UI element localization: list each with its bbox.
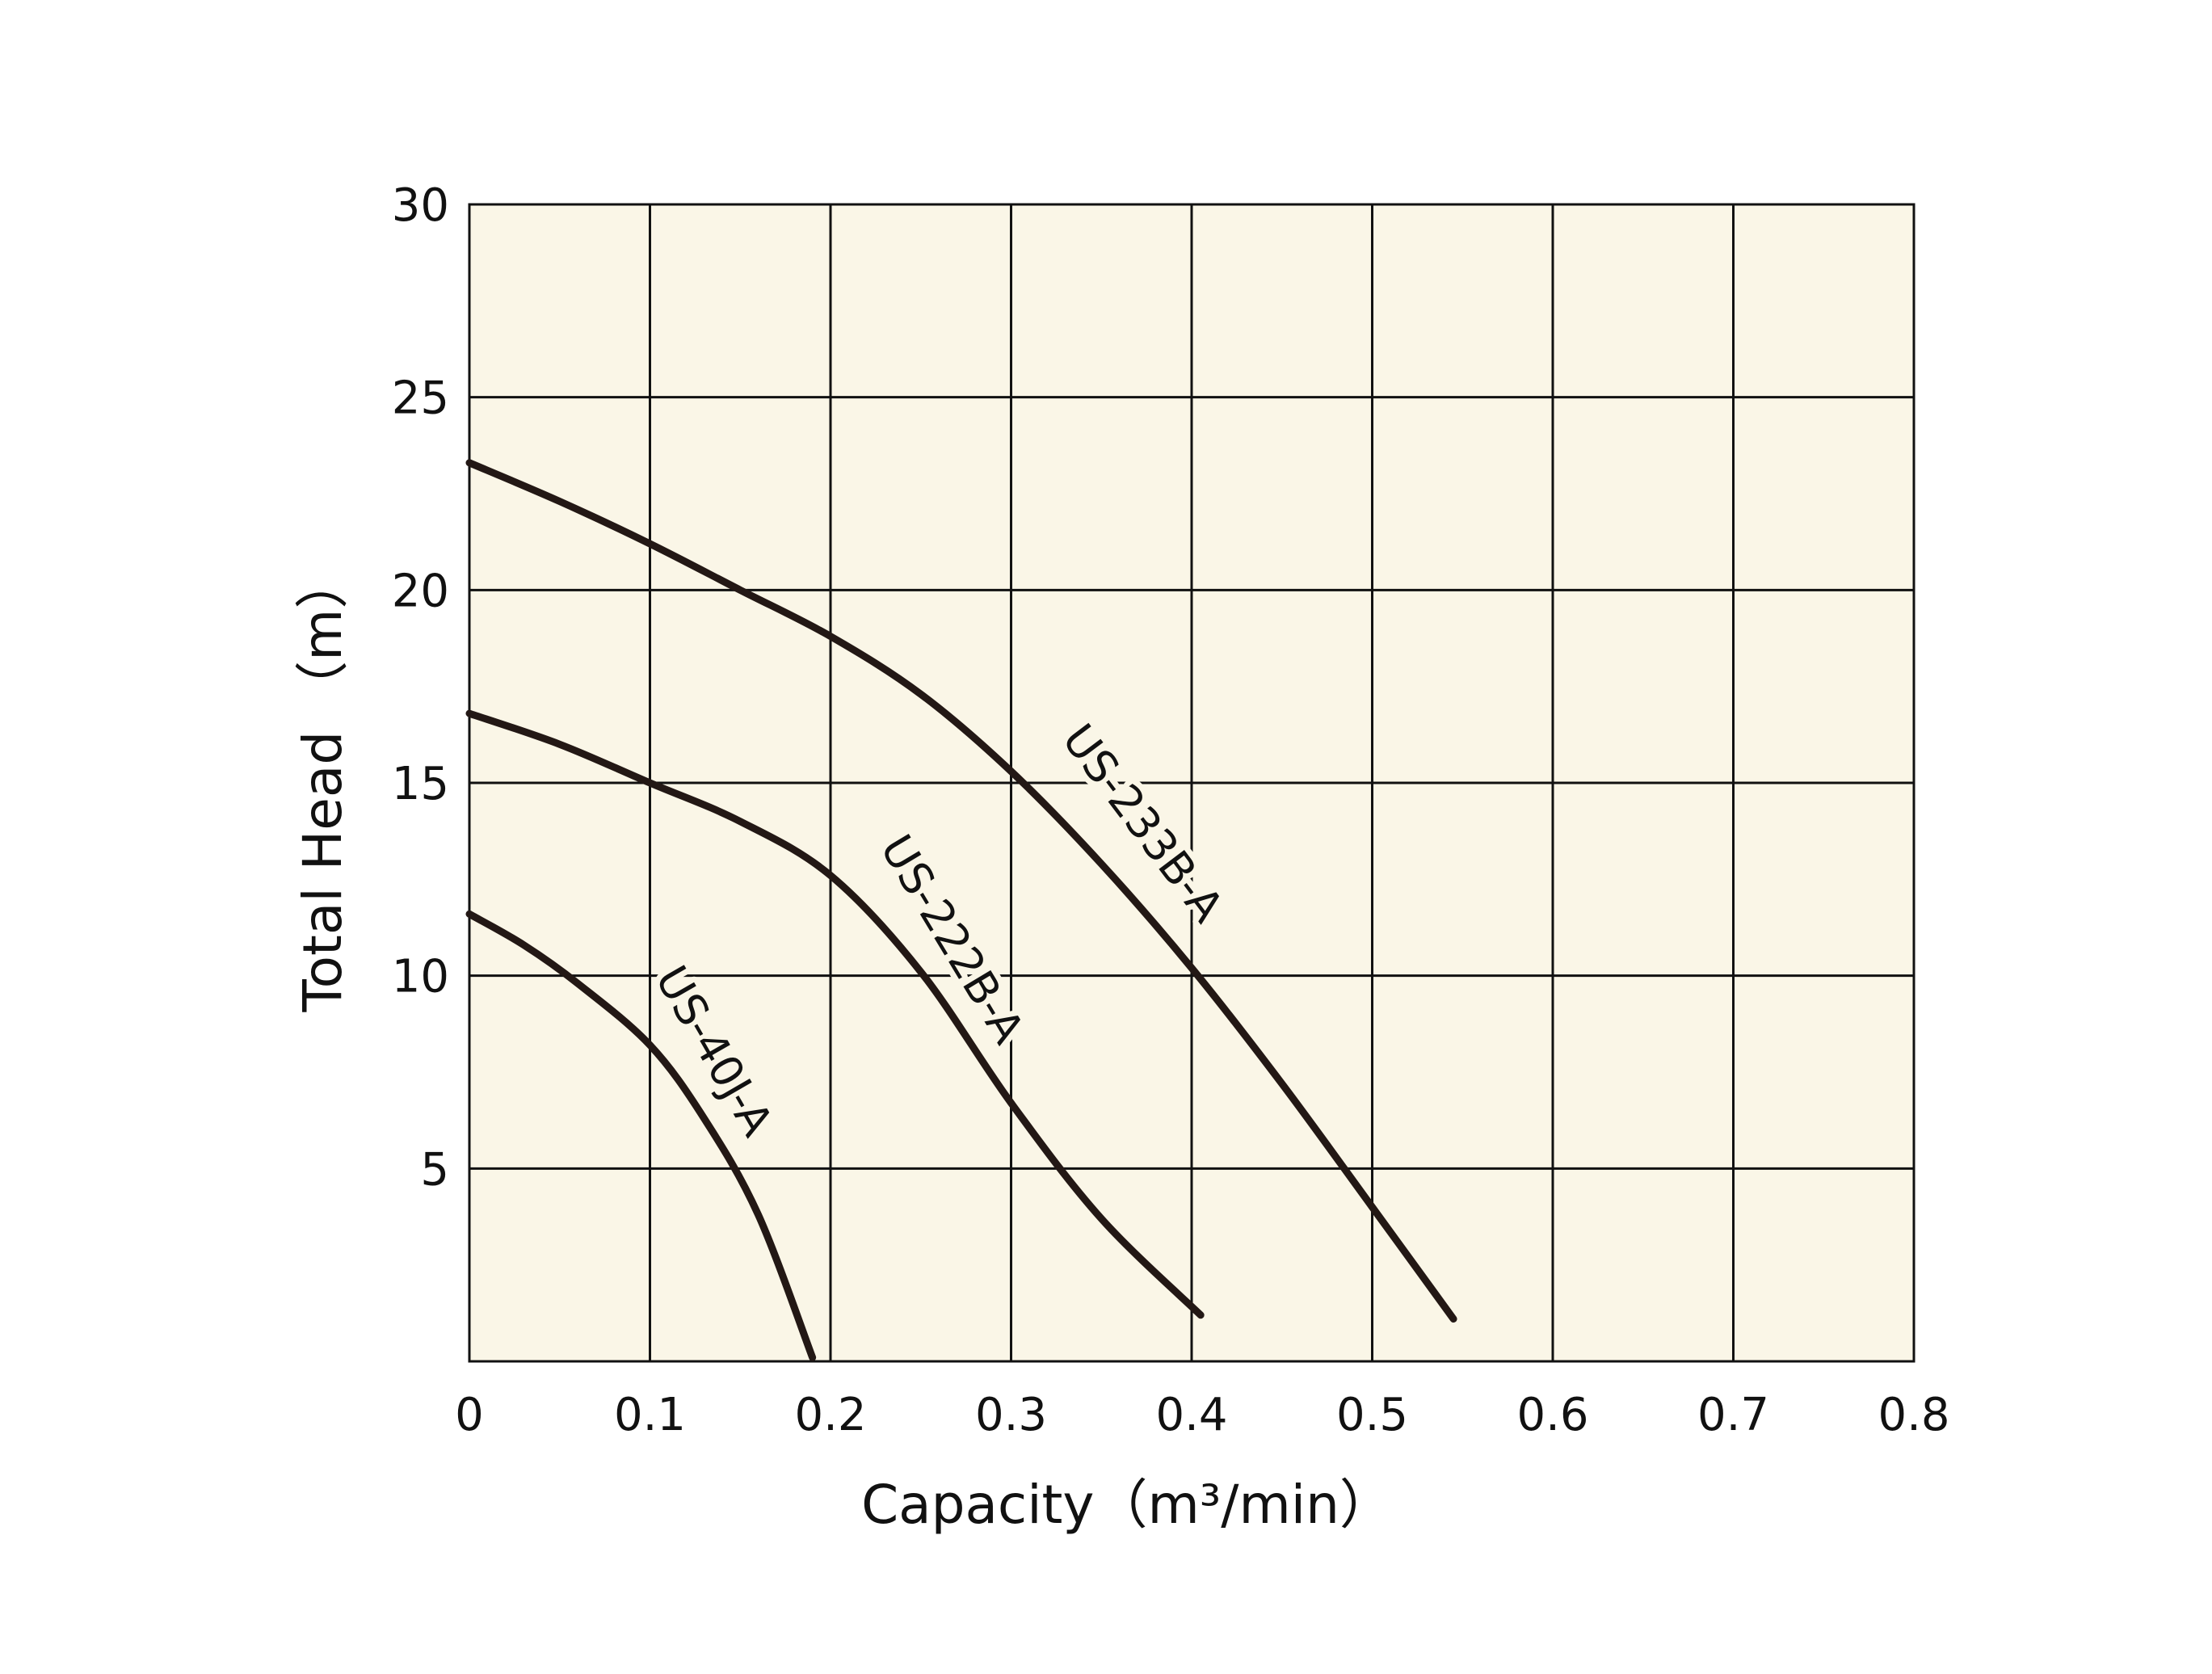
x-tick-label: 0.2 xyxy=(794,1389,866,1441)
curves xyxy=(465,459,1457,1361)
y-tick-label: 5 xyxy=(420,1143,449,1196)
grid xyxy=(468,203,1916,1361)
x-tick-label: 0.6 xyxy=(1516,1389,1588,1441)
x-tick-label: 0.5 xyxy=(1336,1389,1408,1441)
y-tick-label: 10 xyxy=(392,951,449,1003)
y-tick-label: 25 xyxy=(392,372,449,425)
y-tick-label: 15 xyxy=(392,758,449,810)
x-tick-label: 0 xyxy=(455,1389,484,1441)
series-line-us-233b-a xyxy=(465,459,1457,1323)
series-line-us-40j-a xyxy=(465,910,817,1361)
x-tick-label: 0.3 xyxy=(975,1389,1047,1441)
series-line-us-222b-a xyxy=(465,709,1205,1319)
y-tick-label: 30 xyxy=(392,179,449,232)
tick-labels: 0 0.1 0.2 0.3 0.4 0.5 0.6 0.7 0.8 5 10 15 20 25 30 xyxy=(392,179,1950,1441)
x-tick-label: 0.4 xyxy=(1155,1389,1227,1441)
x-tick-label: 0.8 xyxy=(1878,1389,1949,1441)
x-tick-label: 0.1 xyxy=(614,1389,686,1441)
x-tick-label: 0.7 xyxy=(1697,1389,1769,1441)
x-axis-label: Capacity（m³/min） xyxy=(861,1474,1393,1536)
y-axis-label: Total Head （m） xyxy=(292,556,354,1013)
y-tick-label: 20 xyxy=(392,565,449,617)
